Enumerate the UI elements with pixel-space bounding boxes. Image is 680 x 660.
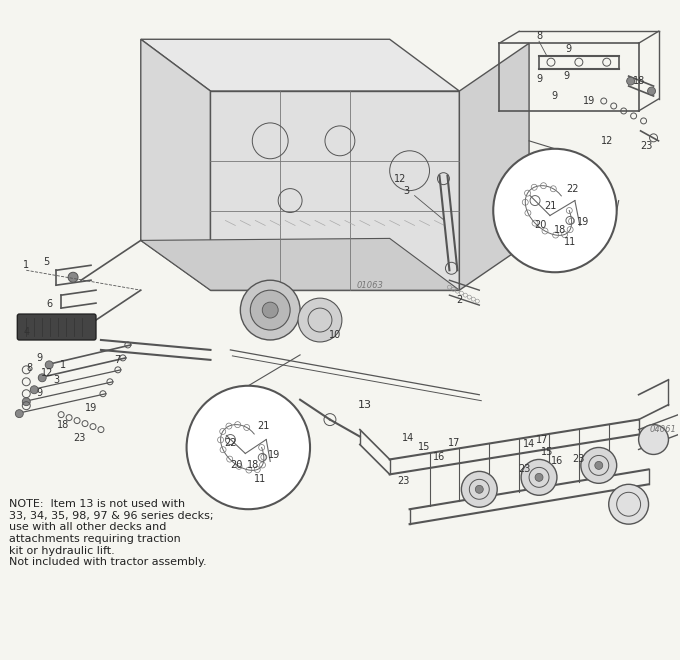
Text: 4: 4: [23, 327, 29, 337]
Text: 12: 12: [394, 174, 406, 183]
Text: 17: 17: [448, 438, 460, 447]
Polygon shape: [460, 44, 529, 290]
Text: 13: 13: [358, 400, 372, 410]
Text: 8: 8: [536, 31, 542, 42]
Circle shape: [38, 374, 46, 381]
Text: 8: 8: [27, 363, 33, 373]
Text: 9: 9: [551, 91, 557, 101]
Polygon shape: [141, 40, 460, 91]
Text: 7: 7: [114, 355, 120, 365]
Text: 01063: 01063: [356, 280, 384, 290]
Polygon shape: [211, 91, 460, 290]
Text: 19: 19: [577, 218, 589, 228]
Text: 19: 19: [583, 96, 595, 106]
Text: 16: 16: [551, 457, 563, 467]
Circle shape: [609, 484, 649, 524]
Text: 3: 3: [403, 185, 409, 195]
Circle shape: [16, 410, 23, 418]
Text: 20: 20: [534, 220, 546, 230]
Text: 19: 19: [268, 451, 280, 461]
Circle shape: [298, 298, 342, 342]
Text: 16: 16: [433, 453, 445, 463]
Text: 18: 18: [632, 76, 645, 86]
Circle shape: [262, 302, 278, 318]
Text: 2: 2: [456, 295, 462, 305]
Circle shape: [581, 447, 617, 483]
Text: 6: 6: [46, 299, 52, 309]
Text: 17: 17: [536, 434, 548, 445]
Text: 22: 22: [224, 438, 237, 447]
Text: 23: 23: [397, 477, 410, 486]
Text: NOTE:  Item 13 is not used with
33, 34, 35, 98, 97 & 96 series decks;
use with a: NOTE: Item 13 is not used with 33, 34, 3…: [10, 499, 214, 567]
Circle shape: [461, 471, 497, 508]
Text: 9: 9: [36, 387, 42, 398]
Text: 12: 12: [600, 136, 613, 146]
Text: 23: 23: [641, 141, 653, 150]
Circle shape: [647, 87, 656, 95]
Text: 18: 18: [247, 461, 259, 471]
Text: 9: 9: [536, 74, 542, 84]
Text: 3: 3: [53, 375, 59, 385]
Text: 19: 19: [85, 403, 97, 412]
Text: 9: 9: [36, 353, 42, 363]
Circle shape: [250, 290, 290, 330]
Polygon shape: [141, 238, 460, 290]
Text: 11: 11: [564, 238, 576, 248]
Circle shape: [627, 77, 634, 85]
Text: 1: 1: [60, 360, 66, 370]
Text: 18: 18: [554, 226, 566, 236]
Text: 12: 12: [41, 368, 53, 378]
Circle shape: [31, 385, 38, 394]
Circle shape: [240, 280, 300, 340]
Text: 04061: 04061: [650, 425, 677, 434]
Text: 10: 10: [329, 330, 341, 340]
Text: 15: 15: [541, 447, 554, 457]
Circle shape: [493, 148, 617, 273]
Text: 23: 23: [73, 432, 85, 442]
Circle shape: [595, 461, 602, 469]
Text: 22: 22: [566, 183, 579, 193]
Circle shape: [639, 424, 668, 455]
Text: 20: 20: [230, 461, 243, 471]
Text: 21: 21: [544, 201, 556, 211]
Text: 9: 9: [566, 44, 572, 54]
Circle shape: [45, 361, 53, 369]
FancyBboxPatch shape: [17, 314, 96, 340]
Circle shape: [68, 273, 78, 282]
Text: 15: 15: [418, 442, 430, 453]
Text: 21: 21: [257, 420, 269, 430]
Polygon shape: [141, 40, 211, 290]
Text: 14: 14: [523, 440, 535, 449]
Circle shape: [535, 473, 543, 481]
Text: 14: 14: [401, 432, 413, 442]
Text: 11: 11: [254, 475, 267, 484]
Text: 23: 23: [573, 455, 585, 465]
Circle shape: [475, 485, 483, 493]
Text: 1: 1: [23, 260, 29, 271]
Text: 9: 9: [564, 71, 570, 81]
Circle shape: [521, 459, 557, 495]
Text: 18: 18: [57, 420, 69, 430]
Circle shape: [186, 385, 310, 510]
Text: 5: 5: [43, 257, 50, 267]
Text: 23: 23: [518, 465, 530, 475]
Circle shape: [22, 398, 31, 406]
